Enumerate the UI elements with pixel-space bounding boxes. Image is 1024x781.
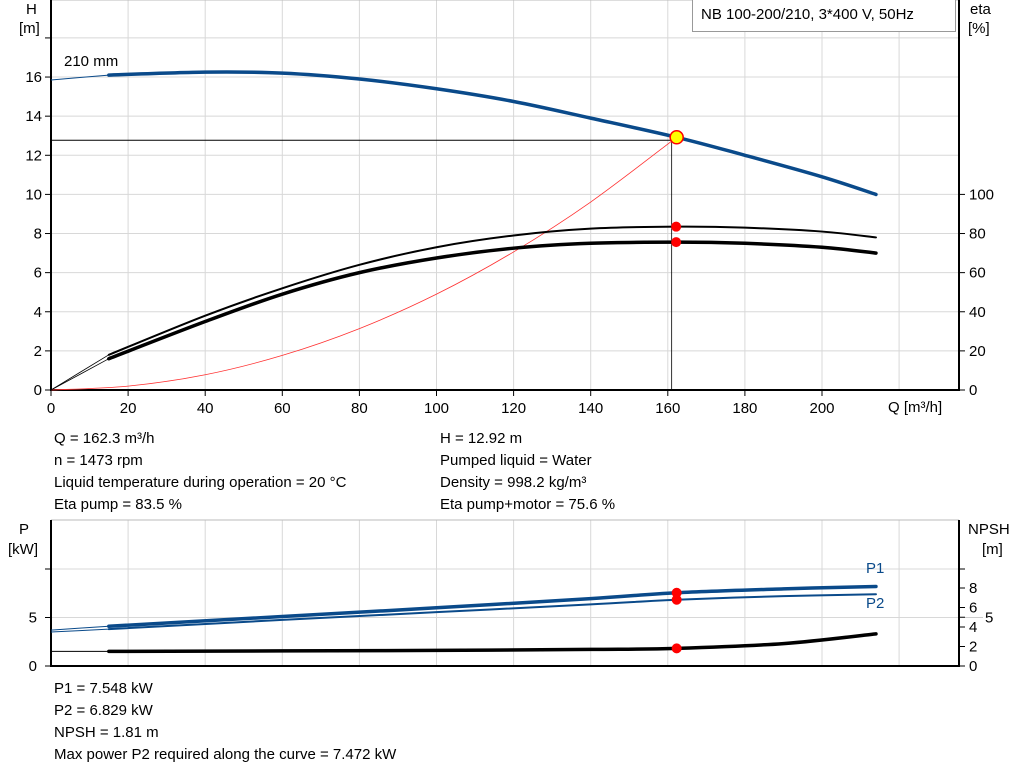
p1-curve <box>107 584 878 628</box>
system-curve <box>50 136 677 391</box>
h-tick-label: 2 <box>34 343 42 360</box>
duty-info-left: Q = 162.3 m³/h n = 1473 rpm Liquid tempe… <box>54 428 346 516</box>
info-liquid: Pumped liquid = Water <box>440 452 592 469</box>
p2-series-label: P2 <box>866 595 885 612</box>
eta-pump-motor-curve <box>107 240 878 361</box>
p2-curve <box>107 593 877 631</box>
info-flow: Q = 162.3 m³/h <box>54 430 155 447</box>
p1-duty-point <box>671 587 682 598</box>
q-tick-label: 200 <box>809 400 834 417</box>
npsh-tick-label: 4 <box>969 619 977 636</box>
eta-tick-label: 20 <box>969 343 986 360</box>
duty-info-right: H = 12.92 m Pumped liquid = Water Densit… <box>440 428 615 516</box>
h-tick-label: 12 <box>25 147 42 164</box>
h-axis-name: H <box>26 1 37 18</box>
info-p1: P1 = 7.548 kW <box>54 680 153 697</box>
eta-pump-curve-extrapolated <box>50 354 110 391</box>
chart-legend-title: NB 100-200/210, 3*400 V, 50Hz <box>692 0 956 32</box>
h-axis-unit: [m] <box>19 20 40 37</box>
npsh-duty-point <box>671 643 682 654</box>
q-axis-label: Q [m³/h] <box>888 399 943 416</box>
p1-series-label: P1 <box>866 560 885 577</box>
power-info: P1 = 7.548 kW P2 = 6.829 kW NPSH = 1.81 … <box>54 678 396 766</box>
p-tick-label: 0 <box>29 658 37 675</box>
q-tick-label: 20 <box>120 400 137 417</box>
q-tick-label: 140 <box>578 400 603 417</box>
h-tick-label: 6 <box>34 265 42 282</box>
eta-axis-unit: [%] <box>968 20 990 37</box>
p2-curve-extrapolated <box>50 628 109 633</box>
info-npsh: NPSH = 1.81 m <box>54 724 159 741</box>
head-curve <box>107 70 878 197</box>
eta-axis-name: eta <box>970 1 991 18</box>
eta-tick-label: 60 <box>969 265 986 282</box>
q-tick-label: 80 <box>351 400 368 417</box>
npsh-tick-label: 6 <box>969 600 977 617</box>
p2-duty-point <box>671 594 682 605</box>
npsh-tick-label: 0 <box>969 658 977 675</box>
info-speed: n = 1473 rpm <box>54 452 143 469</box>
npsh-axis-name: NPSH <box>968 521 1010 538</box>
eta-pump-curve <box>107 225 877 356</box>
q-tick-label: 0 <box>47 400 55 417</box>
info-temperature: Liquid temperature during operation = 20… <box>54 474 347 491</box>
h-tick-label: 8 <box>34 226 42 243</box>
npsh-axis-unit: [m] <box>982 541 1003 558</box>
h-tick-label: 0 <box>34 382 42 399</box>
npsh-tick-label: 5 <box>985 609 993 626</box>
h-tick-label: 14 <box>25 108 42 125</box>
eta-tick-label: 100 <box>969 186 994 203</box>
info-eta-pump-motor: Eta pump+motor = 75.6 % <box>440 496 616 513</box>
p-axis-name: P <box>19 521 30 538</box>
info-eta-pump: Eta pump = 83.5 % <box>54 496 182 513</box>
q-tick-label: 100 <box>424 400 449 417</box>
eta-pump-motor-curve-extrapolated <box>50 358 110 391</box>
impeller-diameter-label: 210 mm <box>64 53 119 70</box>
q-tick-label: 160 <box>655 400 680 417</box>
p-axis-unit: [kW] <box>8 541 38 558</box>
npsh-tick-label: 8 <box>969 580 977 597</box>
info-max-p2: Max power P2 required along the curve = … <box>54 746 397 763</box>
eta-tick-label: 80 <box>969 226 986 243</box>
eta-pump-motor-duty-point <box>671 237 682 248</box>
h-tick-label: 4 <box>34 304 42 321</box>
eta-pump-duty-point <box>671 221 682 232</box>
npsh-curve <box>107 632 878 654</box>
npsh-tick-label: 2 <box>969 639 977 656</box>
h-tick-label: 10 <box>25 186 42 203</box>
info-p2: P2 = 6.829 kW <box>54 702 153 719</box>
eta-tick-label: 40 <box>969 304 986 321</box>
head-duty-point <box>669 130 684 145</box>
info-density: Density = 998.2 kg/m³ <box>440 474 587 491</box>
head-curve-extrapolated <box>50 74 109 81</box>
q-tick-label: 120 <box>501 400 526 417</box>
eta-tick-label: 0 <box>969 382 977 399</box>
p1-curve-extrapolated <box>50 625 109 631</box>
q-tick-label: 60 <box>274 400 291 417</box>
h-tick-label: 16 <box>25 69 42 86</box>
info-head: H = 12.92 m <box>440 430 523 447</box>
q-tick-label: 40 <box>197 400 214 417</box>
q-tick-label: 180 <box>732 400 757 417</box>
p-tick-label: 5 <box>29 610 37 627</box>
